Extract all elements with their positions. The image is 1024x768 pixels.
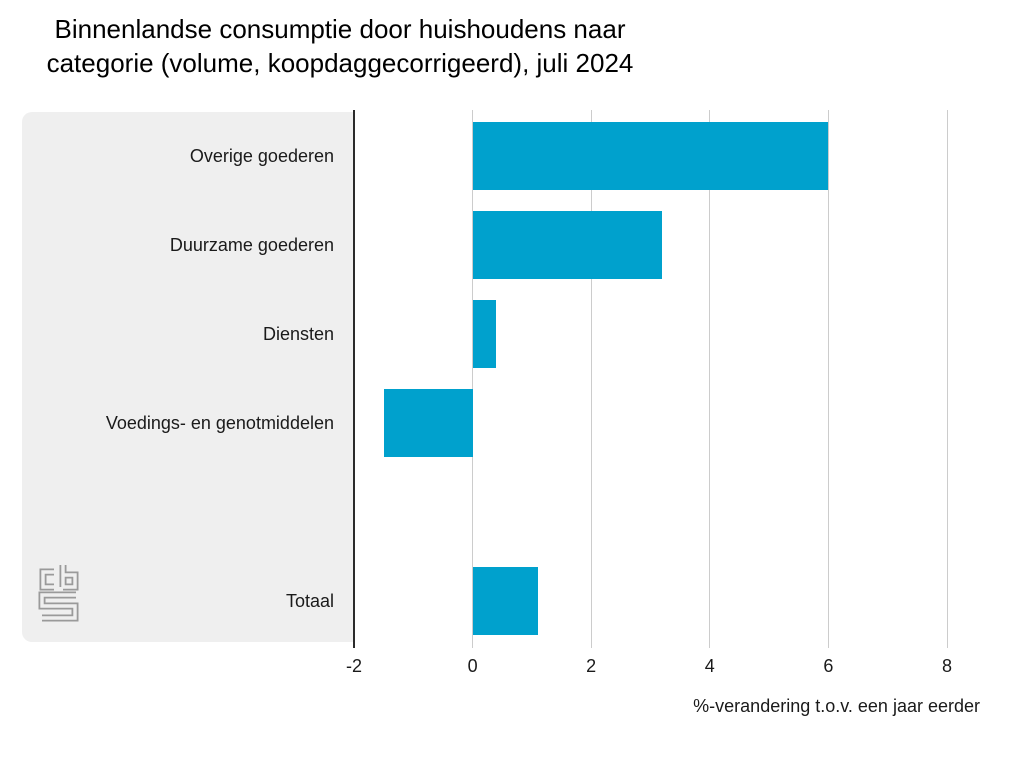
gridline-0	[472, 110, 474, 648]
chart-title-line1: Binnenlandse consumptie door huishoudens…	[54, 14, 626, 44]
category-label-overige-goederen: Overige goederen	[189, 145, 334, 166]
bar-voedings-en-genotmiddelen	[383, 389, 473, 457]
x-tick-label-2: 2	[586, 656, 597, 676]
gridline-8	[946, 110, 948, 648]
gridline-2	[590, 110, 592, 648]
gridline-6	[827, 110, 829, 648]
bar-duurzame-goederen	[472, 211, 663, 279]
category-panel	[22, 112, 355, 642]
bar-totaal	[472, 567, 538, 635]
category-label-duurzame-goederen: Duurzame goederen	[169, 234, 334, 255]
x-tick-label-0: 0	[467, 656, 478, 676]
y-axis-line	[353, 110, 355, 648]
category-label-diensten: Diensten	[262, 323, 334, 344]
cbs-logo	[38, 565, 79, 622]
chart-title-line2: categorie (volume, koopdaggecorrigeerd),…	[46, 48, 634, 78]
gridline-4	[709, 110, 711, 648]
x-tick-label--2: -2	[345, 656, 362, 676]
category-label-voedings-en-genotmiddelen: Voedings- en genotmiddelen	[105, 412, 334, 433]
chart-title: Binnenlandse consumptie door huishoudens…	[0, 12, 680, 80]
category-label-totaal: Totaal	[285, 590, 334, 611]
bar-diensten	[472, 300, 497, 368]
x-axis-label: %-verandering t.o.v. een jaar eerder	[693, 696, 980, 716]
x-tick-label-8: 8	[941, 656, 952, 676]
x-tick-label-4: 4	[704, 656, 715, 676]
x-tick-label-6: 6	[823, 656, 834, 676]
bar-overige-goederen	[472, 122, 829, 190]
